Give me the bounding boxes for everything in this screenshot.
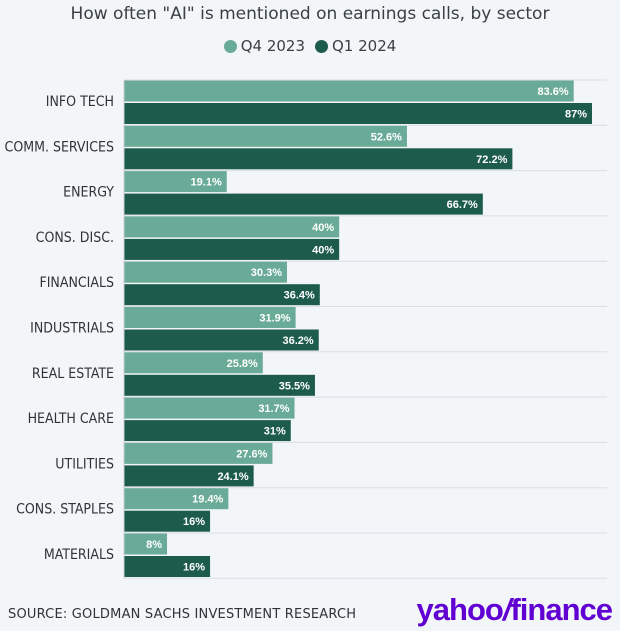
legend-dot-q4-2023 [223,39,237,53]
bar-info-tech-q1-2024 [124,103,592,124]
bar-industrials-q4-2023 [124,307,296,328]
logo-text-yahoo: yahoo [416,592,504,627]
value-label-industrials-q4-2023: 31.9% [259,313,290,325]
value-label-financials-q4-2023: 30.3% [251,267,282,279]
category-label-utilities: UTILITIES [55,456,114,472]
category-label-comm-services: COMM. SERVICES [5,139,114,155]
bar-industrials-q1-2024 [124,329,319,351]
value-label-energy-q4-2023: 19.1% [191,177,222,189]
value-label-cons-disc-q4-2023: 40% [312,222,334,234]
category-label-financials: FINANCIALS [39,275,114,291]
value-label-cons-staples-q1-2024: 16% [183,516,205,528]
bar-financials-q1-2024 [124,284,320,306]
legend-dot-q1-2024 [315,39,328,53]
bar-energy-q1-2024 [124,193,483,215]
bar-real-estate-q4-2023 [124,352,263,374]
category-label-energy: ENERGY [63,185,114,201]
value-label-energy-q1-2024: 66.7% [447,199,478,211]
chart-title: How often "AI" is mentioned on earnings … [70,4,550,24]
legend-label-q4-2023: Q4 2023 [240,37,305,55]
logo-text-finance: finance [510,592,613,627]
bar-health-care-q1-2024 [124,420,291,442]
value-label-real-estate-q4-2023: 25.8% [227,358,258,370]
bar-cons-staples-q1-2024 [124,510,211,532]
bar-utilities-q4-2023 [124,442,273,464]
category-label-real-estate: REAL ESTATE [32,366,114,382]
legend-item-q4-2023: Q4 2023 [223,37,305,55]
value-label-comm-services-q1-2024: 72.2% [476,154,507,166]
value-label-info-tech-q1-2024: 87% [565,109,587,121]
value-label-industrials-q1-2024: 36.2% [283,335,314,347]
category-label-health-care: HEALTH CARE [28,411,114,427]
value-label-health-care-q1-2024: 31% [264,426,286,438]
bar-energy-q4-2023 [124,171,227,193]
bar-real-estate-q1-2024 [124,374,315,396]
bar-comm-services-q4-2023 [124,125,407,147]
category-label-materials: MATERIALS [44,547,114,563]
bar-chart: INFO TECH 83.6% 87% COMM. SERVICES 52.6% 72.2… [5,79,607,579]
legend-item-q1-2024: Q1 2024 [315,37,396,55]
yahoo-finance-logo: yahoo/finance [416,592,613,628]
logo-slash: / [502,592,512,627]
value-label-materials-q1-2024: 16% [183,562,205,574]
category-label-info-tech: INFO TECH [46,94,114,110]
category-label-cons-disc: CONS. DISC. [36,230,114,246]
category-label-cons-staples: CONS. STAPLES [16,502,114,518]
legend-label-q1-2024: Q1 2024 [332,37,397,55]
bar-info-tech-q4-2023 [124,80,574,102]
value-label-financials-q1-2024: 36.4% [284,290,315,302]
value-label-info-tech-q4-2023: 83.6% [538,86,569,98]
bar-cons-staples-q4-2023 [124,488,229,510]
category-label-industrials: INDUSTRIALS [30,321,114,337]
bar-cons-disc-q1-2024 [124,238,340,260]
bar-comm-services-q1-2024 [124,148,513,170]
value-label-health-care-q4-2023: 31.7% [258,403,289,415]
bar-financials-q4-2023 [124,261,287,283]
chart-legend: Q4 2023 Q1 2024 [0,37,620,55]
value-label-real-estate-q1-2024: 35.5% [279,380,310,392]
bar-health-care-q4-2023 [124,397,295,419]
value-label-cons-disc-q1-2024: 40% [312,244,334,256]
bar-utilities-q1-2024 [124,465,254,487]
source-note: SOURCE: GOLDMAN SACHS INVESTMENT RESEARC… [8,607,357,622]
bar-materials-q1-2024 [124,556,211,577]
bar-materials-q4-2023 [124,533,168,555]
value-label-utilities-q1-2024: 24.1% [217,471,248,483]
value-label-comm-services-q4-2023: 52.6% [371,131,402,143]
bar-cons-disc-q4-2023 [124,216,340,238]
value-label-cons-staples-q4-2023: 19.4% [192,494,223,506]
value-label-utilities-q4-2023: 27.6% [236,448,267,460]
value-label-materials-q4-2023: 8% [146,539,162,551]
